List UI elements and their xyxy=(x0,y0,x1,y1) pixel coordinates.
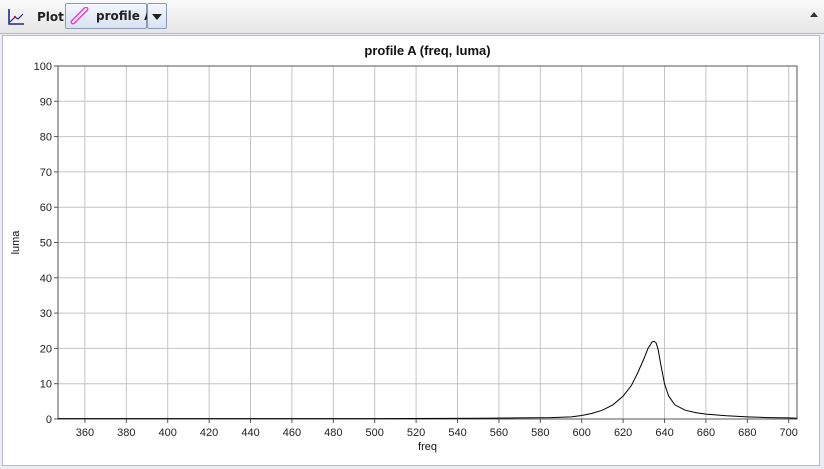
x-tick-label: 540 xyxy=(448,427,466,439)
plot-axes-icon[interactable] xyxy=(6,7,26,27)
x-tick-label: 620 xyxy=(614,427,632,439)
x-tick-label: 680 xyxy=(738,427,756,439)
y-tick-label: 40 xyxy=(40,273,52,285)
y-axis-label: luma xyxy=(10,230,22,255)
x-tick-label: 440 xyxy=(241,427,259,439)
y-tick-label: 80 xyxy=(40,132,52,144)
line-chart: 360 380 400 420 440 460 480 500 520 540 560 580 600 6… xyxy=(10,43,798,453)
profile-select-button[interactable]: profile A xyxy=(65,3,153,29)
x-tick-label: 580 xyxy=(531,427,549,439)
y-tick-label: 90 xyxy=(40,96,52,108)
x-tick-label: 380 xyxy=(117,427,135,439)
x-tick-label: 520 xyxy=(407,427,425,439)
y-tick-label: 70 xyxy=(40,167,52,179)
y-tick-label: 50 xyxy=(40,238,52,250)
toolbar: Plot profile A xyxy=(0,0,824,34)
x-tick-label: 560 xyxy=(490,427,508,439)
x-tick-label: 600 xyxy=(573,427,591,439)
x-tick-label: 500 xyxy=(366,427,384,439)
chart-grid xyxy=(58,65,797,420)
chart-title: profile A (freq, luma) xyxy=(364,43,490,58)
chevron-down-icon xyxy=(152,14,162,20)
y-tick-label: 0 xyxy=(46,414,52,426)
x-tick-label: 700 xyxy=(780,427,798,439)
x-tick-label: 420 xyxy=(200,427,218,439)
chart-ticks: 360 380 400 420 440 460 480 500 520 540 560 580 600 6… xyxy=(34,61,798,439)
x-axis-label: freq xyxy=(418,441,437,453)
x-tick-label: 640 xyxy=(655,427,673,439)
x-tick-label: 660 xyxy=(697,427,715,439)
y-tick-label: 20 xyxy=(40,343,52,355)
x-tick-label: 460 xyxy=(283,427,301,439)
y-tick-label: 10 xyxy=(40,379,52,391)
y-tick-label: 100 xyxy=(34,61,52,73)
series-line-luma xyxy=(58,340,798,420)
profile-line-icon xyxy=(70,7,89,25)
chevron-up-icon[interactable] xyxy=(810,12,818,17)
profile-label: profile A xyxy=(96,9,154,23)
profile-dropdown-button[interactable] xyxy=(147,3,167,29)
plot-label: Plot xyxy=(37,10,64,24)
plot-panel: 360 380 400 420 440 460 480 500 520 540 560 580 600 6… xyxy=(2,35,820,466)
x-tick-label: 480 xyxy=(324,427,342,439)
y-tick-label: 60 xyxy=(40,202,52,214)
y-tick-label: 30 xyxy=(40,308,52,320)
x-tick-label: 400 xyxy=(159,427,177,439)
x-tick-label: 360 xyxy=(76,427,94,439)
